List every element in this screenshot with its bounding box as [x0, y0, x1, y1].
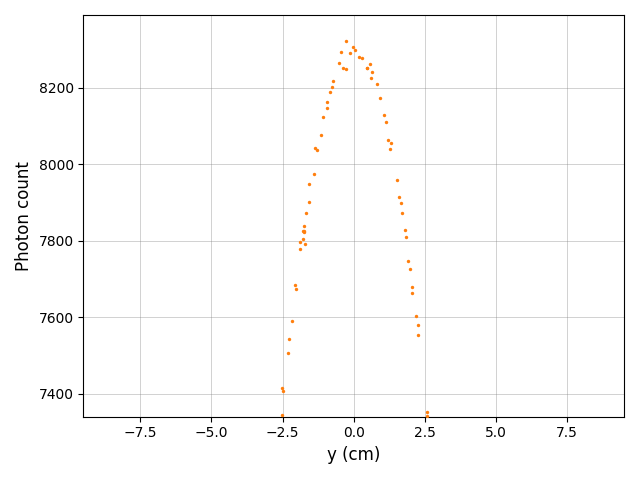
Point [348, 44, 358, 51]
Point [411, 312, 421, 319]
Point [304, 180, 314, 188]
Point [367, 68, 377, 76]
Point [309, 171, 319, 178]
Point [327, 83, 337, 91]
Point [364, 60, 374, 68]
Point [366, 74, 376, 82]
Point [374, 94, 385, 102]
Point [396, 199, 406, 206]
Point [277, 387, 288, 395]
Point [311, 144, 321, 151]
Point [298, 228, 309, 235]
Point [403, 257, 413, 265]
Point [283, 349, 293, 357]
Point [273, 447, 283, 455]
Point [362, 64, 373, 72]
Point [380, 111, 390, 118]
Point [325, 88, 335, 96]
Point [299, 222, 309, 229]
Point [350, 46, 360, 53]
Point [334, 59, 344, 67]
Point [316, 131, 326, 139]
Point [284, 335, 294, 343]
Point [277, 411, 287, 419]
Point [357, 54, 367, 62]
Point [381, 118, 392, 126]
Point [328, 78, 338, 85]
Point [298, 235, 308, 242]
Point [413, 322, 423, 330]
Point [336, 48, 346, 56]
Point [341, 38, 351, 46]
Point [277, 384, 287, 392]
Point [385, 145, 395, 152]
Point [362, 64, 372, 72]
Point [300, 228, 310, 236]
Point [270, 453, 281, 461]
Point [304, 198, 314, 206]
Point [407, 289, 417, 297]
Point [289, 282, 300, 289]
X-axis label: y (cm): y (cm) [327, 446, 380, 464]
Point [345, 49, 355, 57]
Point [353, 54, 364, 61]
Point [287, 317, 297, 324]
Point [318, 113, 328, 120]
Point [295, 246, 305, 253]
Point [300, 240, 310, 248]
Point [422, 412, 432, 420]
Point [298, 227, 309, 235]
Point [422, 408, 432, 416]
Point [400, 226, 410, 234]
Point [291, 285, 302, 293]
Point [301, 209, 311, 217]
Point [392, 177, 402, 184]
Point [321, 104, 332, 112]
Point [383, 137, 393, 144]
Point [406, 283, 417, 291]
Point [396, 209, 406, 217]
Point [295, 239, 305, 246]
Point [372, 80, 382, 88]
Y-axis label: Photon count: Photon count [15, 161, 33, 271]
Point [338, 64, 348, 71]
Point [405, 265, 415, 273]
Point [413, 331, 423, 339]
Point [341, 65, 351, 73]
Point [394, 193, 404, 200]
Point [385, 139, 396, 147]
Point [401, 233, 411, 241]
Point [311, 146, 321, 153]
Point [322, 98, 332, 105]
